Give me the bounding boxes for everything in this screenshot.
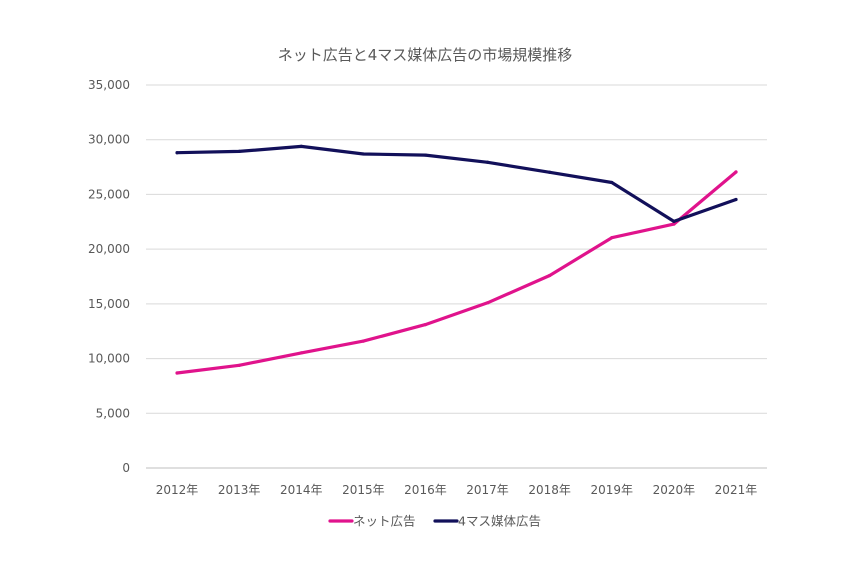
gridlines [146, 84, 767, 469]
x-tick-label: 2012年 [156, 483, 199, 497]
data-point [672, 219, 676, 223]
x-tick-label: 2013年 [218, 483, 261, 497]
data-point [299, 144, 303, 148]
legend: ネット広告 4マス媒体広告 [328, 514, 541, 529]
y-tick-label: 20,000 [88, 242, 130, 256]
x-tick-label: 2014年 [280, 483, 323, 497]
legend-label: ネット広告 [353, 514, 416, 529]
x-tick-label: 2016年 [404, 483, 447, 497]
x-tick-label: 2021年 [715, 483, 758, 497]
data-point [299, 351, 303, 355]
x-axis-ticks: 2012年 2013年 2014年 2015年 2016年 2017年 2018年 2019年… [156, 483, 757, 497]
y-tick-label: 0 [122, 461, 130, 475]
series-line-net-ads [175, 170, 738, 375]
y-tick-label: 10,000 [88, 352, 130, 366]
y-tick-label: 30,000 [88, 133, 130, 147]
data-point [423, 323, 428, 327]
data-point [548, 170, 552, 174]
y-tick-label: 35,000 [88, 78, 130, 92]
data-point [175, 371, 179, 375]
legend-item-net-ads: ネット広告 [328, 514, 416, 529]
y-axis-ticks: 0 5,000 10,000 15,000 20,000 25,000 30,000 35,0… [88, 78, 130, 475]
data-point [672, 222, 676, 226]
data-point [237, 363, 241, 367]
data-point [423, 153, 428, 157]
data-point [237, 149, 241, 153]
data-point [734, 170, 738, 174]
data-point [361, 339, 365, 343]
data-point [485, 160, 490, 164]
data-point [734, 197, 738, 202]
data-point [485, 301, 490, 305]
series-line-4mass-ads [175, 144, 738, 223]
x-tick-label: 2017年 [466, 483, 509, 497]
series-lines [175, 144, 738, 375]
y-tick-label: 5,000 [96, 406, 130, 420]
x-tick-label: 2015年 [342, 483, 385, 497]
data-point [610, 236, 614, 240]
y-tick-label: 25,000 [88, 187, 130, 201]
chart-title: ネット広告と4マス媒体広告の市場規模推移 [278, 46, 573, 64]
data-point [175, 151, 179, 155]
data-point [610, 180, 614, 185]
x-tick-label: 2019年 [590, 483, 633, 497]
y-tick-label: 15,000 [88, 297, 130, 311]
legend-label: 4マス媒体広告 [458, 514, 541, 529]
legend-item-4mass-ads: 4マス媒体広告 [433, 514, 541, 529]
x-tick-label: 2018年 [528, 483, 571, 497]
x-tick-label: 2020年 [653, 483, 696, 497]
data-point [361, 152, 365, 156]
data-point [548, 273, 552, 278]
